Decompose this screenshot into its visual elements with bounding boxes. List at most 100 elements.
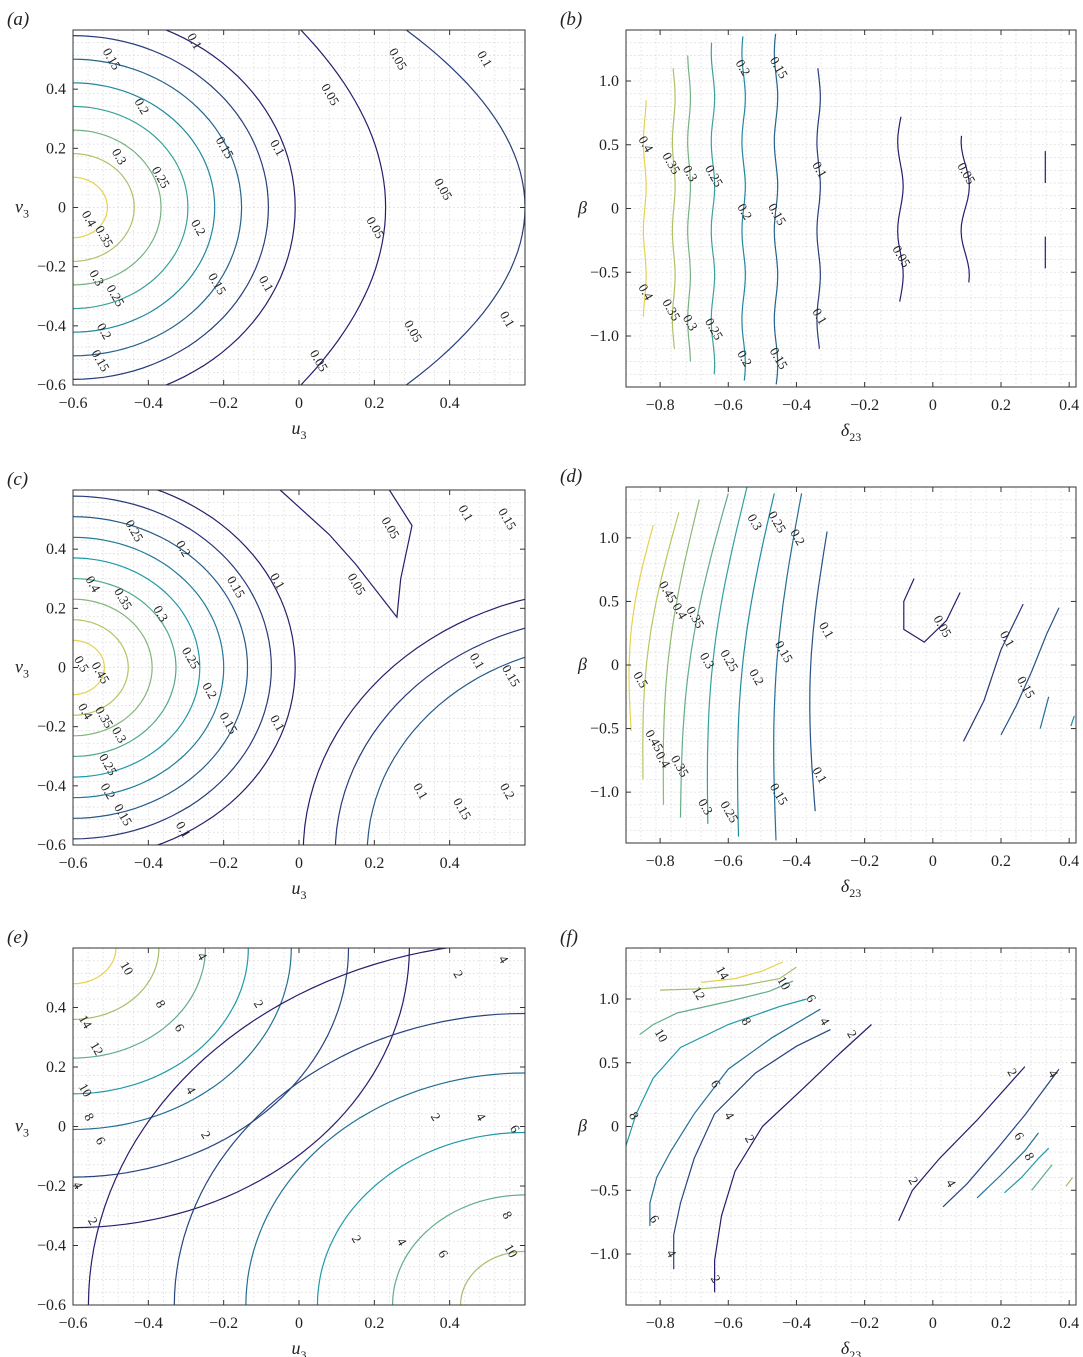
contour-label: 0.2 xyxy=(734,347,755,369)
x-tick-label: −0.2 xyxy=(850,397,879,414)
ticks xyxy=(72,30,525,386)
y-axis-label: v3 xyxy=(15,657,29,681)
contour-label: 0.1 xyxy=(410,780,431,802)
contour-label: 4 xyxy=(817,1015,833,1029)
contour-line-left xyxy=(73,557,201,778)
y-axis-label: v3 xyxy=(15,1116,29,1140)
contour-line xyxy=(706,487,748,824)
y-tick-label: 1.0 xyxy=(599,991,619,1008)
gridlines xyxy=(73,30,525,385)
x-tick-label: −0.8 xyxy=(646,397,675,414)
y-axis-label: β xyxy=(577,198,587,218)
y-tick-label: 0 xyxy=(58,1119,66,1136)
contour-label: 4 xyxy=(394,1235,410,1249)
x-tick-label: 0.4 xyxy=(1059,853,1079,870)
contour-lines xyxy=(73,490,525,845)
panel-label: (c) xyxy=(7,469,28,490)
y-tick-label: −0.6 xyxy=(37,837,66,854)
contour-label: 12 xyxy=(87,1039,106,1058)
contour-line-vshape xyxy=(279,490,413,619)
y-tick-label: −0.4 xyxy=(37,318,66,335)
contour-label: 0.15 xyxy=(88,347,112,374)
x-tick-label: 0.2 xyxy=(364,395,384,412)
contour-line-left xyxy=(73,639,106,696)
contour-label: 2 xyxy=(708,1272,724,1285)
contour-line xyxy=(626,998,807,1146)
x-tick-label: −0.2 xyxy=(850,853,879,870)
contour-label: 0.1 xyxy=(497,308,518,330)
gridlines xyxy=(626,30,1076,387)
contour-line xyxy=(673,1029,831,1270)
contour-line-left xyxy=(73,176,109,239)
x-tick-label: −0.2 xyxy=(209,395,238,412)
contour-line xyxy=(710,42,716,375)
contour-label: 0.1 xyxy=(267,712,288,734)
contour-label: 0.2 xyxy=(733,57,754,79)
x-tick-label: −0.2 xyxy=(209,1315,238,1332)
x-axis-label: u3 xyxy=(292,418,307,442)
x-axis-label: δ23 xyxy=(841,420,861,444)
contour-line-left xyxy=(73,516,249,819)
contour-line-left xyxy=(73,619,129,716)
contour-label: 0.2 xyxy=(98,780,119,802)
contour-line xyxy=(903,578,961,643)
contour-line xyxy=(809,531,828,812)
contour-lines xyxy=(73,30,525,385)
y-tick-label: 0.2 xyxy=(46,140,66,157)
contour-line xyxy=(642,512,680,780)
contour-label: 0.1 xyxy=(474,48,495,70)
contour-label: 0.2 xyxy=(787,526,808,548)
y-tick-label: 0.5 xyxy=(599,137,619,154)
y-tick-label: 0 xyxy=(611,201,619,218)
contour-label: 0.3 xyxy=(150,603,171,625)
contour-lines xyxy=(642,33,1046,385)
contour-line xyxy=(639,980,794,1036)
contour-label: 0.4 xyxy=(79,208,100,230)
y-tick-label: −0.5 xyxy=(590,721,619,738)
x-tick-label: −0.8 xyxy=(646,1315,675,1332)
panel-label: (b) xyxy=(560,9,582,30)
contour-label: 0.05 xyxy=(363,214,387,241)
contour-label: 0.25 xyxy=(122,517,146,544)
contour-label: 0.2 xyxy=(734,201,755,223)
contour-line xyxy=(1031,1164,1053,1191)
contour-line xyxy=(628,524,654,732)
contour-line-left xyxy=(73,58,243,357)
panel-c: 0.250.20.15 0.10.050.050.1 0.150.40.350.30… xyxy=(7,469,526,902)
contour-line-left xyxy=(73,948,160,1020)
contour-label: 8 xyxy=(81,1110,97,1123)
x-axis-label: δ23 xyxy=(841,1338,861,1357)
contour-label: 0.05 xyxy=(318,81,342,108)
ticks xyxy=(72,948,525,1306)
y-tick-label: 1.0 xyxy=(599,73,619,90)
contour-line xyxy=(962,603,1024,742)
x-tick-label: 0 xyxy=(295,1315,303,1332)
contour-line-right xyxy=(405,30,525,385)
contour-label: 0.15 xyxy=(767,54,791,81)
contour-line-right xyxy=(173,1012,525,1305)
x-tick-label: −0.4 xyxy=(134,855,163,872)
x-tick-label: 0.2 xyxy=(364,855,384,872)
contour-label: 0.5 xyxy=(630,669,651,691)
panel-label: (d) xyxy=(560,466,582,487)
x-tick-label: 0 xyxy=(295,395,303,412)
contour-label: 0.3 xyxy=(745,511,766,533)
panel-d: 0.3 0.250.20.450.40.350.150.1 0.05 0.10.150… xyxy=(560,466,1079,900)
contour-line xyxy=(1070,715,1075,727)
y-tick-label: 0 xyxy=(611,657,619,674)
gridlines xyxy=(626,948,1076,1305)
contour-label: 0.2 xyxy=(94,320,115,342)
contour-labels: 0.3 0.250.20.450.40.350.150.1 0.05 0.10.150… xyxy=(630,508,1038,825)
contour-labels: 0.250.20.15 0.10.050.050.1 0.150.40.350.30… xyxy=(71,502,523,840)
contour-line-left xyxy=(73,35,270,380)
contour-label: 0.35 xyxy=(92,223,116,250)
contour-label: 8 xyxy=(499,1208,515,1221)
contour-line-right xyxy=(245,1072,525,1305)
contour-label: 0.25 xyxy=(702,315,726,342)
x-tick-label: 0.4 xyxy=(440,855,460,872)
x-tick-label: 0 xyxy=(929,853,937,870)
contour-label: 0.05 xyxy=(345,570,369,597)
